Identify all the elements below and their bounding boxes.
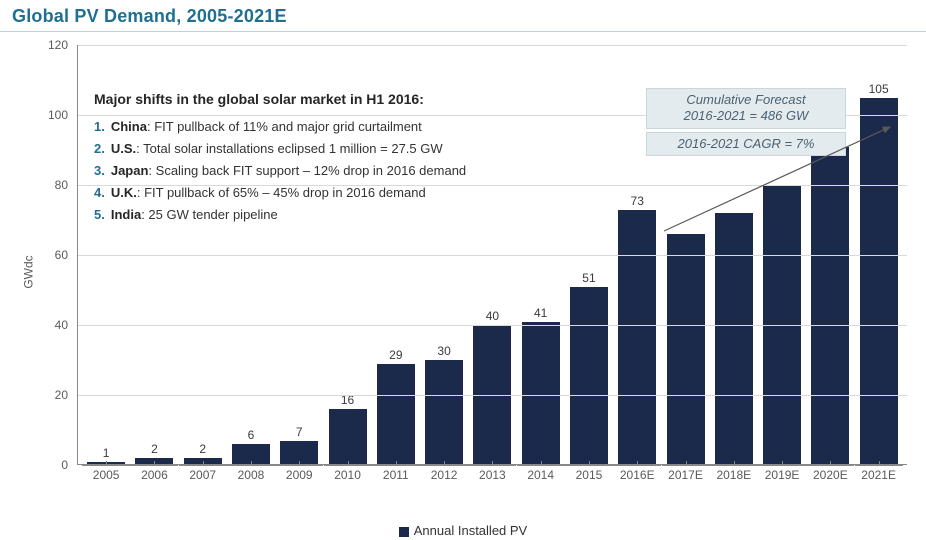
bar-value-label: 6 — [248, 428, 255, 442]
annotation-item: 5. India: 25 GW tender pipeline — [94, 205, 594, 225]
callout-line: 2016-2021 = 486 GW — [684, 108, 809, 123]
bar-value-label: 2 — [151, 442, 158, 456]
bar-value-label: 41 — [534, 306, 547, 320]
legend-label: Annual Installed PV — [414, 523, 527, 538]
x-tick-label: 2010 — [324, 464, 372, 482]
bar — [811, 147, 849, 466]
y-tick-label: 20 — [55, 388, 68, 402]
x-tick-label: 2007 — [179, 464, 227, 482]
bar — [329, 409, 367, 465]
x-tick-label: 2017E — [662, 464, 710, 482]
x-tick-label: 2012 — [420, 464, 468, 482]
bar-value-label: 105 — [869, 82, 889, 96]
x-tick-label: 2008 — [227, 464, 275, 482]
x-tick-label: 2011 — [372, 464, 420, 482]
x-tick-label: 2006 — [130, 464, 178, 482]
bar-value-label: 73 — [631, 194, 644, 208]
annotation-text: : FIT pullback of 65% – 45% drop in 2016… — [137, 185, 426, 200]
bar — [570, 287, 608, 466]
annotation-number: 1. — [94, 119, 105, 134]
annotation-number: 5. — [94, 207, 105, 222]
annotation-number: 4. — [94, 185, 105, 200]
annotation-number: 2. — [94, 141, 105, 156]
grid-line — [78, 395, 907, 396]
bar — [860, 98, 898, 466]
legend: Annual Installed PV — [0, 523, 926, 538]
y-tick-label: 80 — [55, 178, 68, 192]
bar-value-label: 51 — [582, 271, 595, 285]
bar-value-label: 1 — [103, 446, 110, 460]
y-tick-label: 40 — [55, 318, 68, 332]
annotation-country: U.S. — [111, 141, 136, 156]
y-tick-label: 60 — [55, 248, 68, 262]
annotation-country: China — [111, 119, 147, 134]
y-tick-label: 100 — [48, 108, 68, 122]
legend-swatch — [399, 527, 409, 537]
annotation-text: : Total solar installations eclipsed 1 m… — [136, 141, 443, 156]
x-tick-label: 2016E — [613, 464, 661, 482]
x-tick-label: 2019E — [758, 464, 806, 482]
chart-title: Global PV Demand, 2005-2021E — [0, 0, 926, 32]
bar-value-label: 30 — [437, 344, 450, 358]
bar — [667, 234, 705, 465]
callout-line: Cumulative Forecast — [686, 92, 805, 107]
annotation-box: Major shifts in the global solar market … — [94, 89, 594, 227]
annotation-country: U.K. — [111, 185, 137, 200]
bar-value-label: 7 — [296, 425, 303, 439]
x-tick-label: 2018E — [710, 464, 758, 482]
x-tick-label: 2015 — [565, 464, 613, 482]
annotation-item: 1. China: FIT pullback of 11% and major g… — [94, 117, 594, 137]
annotation-list: 1. China: FIT pullback of 11% and major g… — [94, 117, 594, 226]
x-tick-label: 2005 — [82, 464, 130, 482]
grid-line — [78, 325, 907, 326]
annotation-text: : 25 GW tender pipeline — [141, 207, 278, 222]
x-tick-label: 2013 — [468, 464, 516, 482]
annotation-text: : Scaling back FIT support – 12% drop in… — [148, 163, 466, 178]
annotation-item: 2. U.S.: Total solar installations eclips… — [94, 139, 594, 159]
grid-line — [78, 255, 907, 256]
grid-line — [78, 45, 907, 46]
x-tick-label: 2009 — [275, 464, 323, 482]
annotation-item: 3. Japan: Scaling back FIT support – 12% … — [94, 161, 594, 181]
x-tick-label: 2014 — [517, 464, 565, 482]
bar — [522, 322, 560, 466]
annotation-number: 3. — [94, 163, 105, 178]
annotation-country: Japan — [111, 163, 149, 178]
y-axis: 0 20 40 60 80 100 120 — [22, 35, 72, 475]
bar-value-label: 40 — [486, 309, 499, 323]
bar — [377, 364, 415, 466]
callout-cumulative-forecast: Cumulative Forecast 2016-2021 = 486 GW — [646, 88, 846, 129]
callout-cagr: 2016-2021 CAGR = 7% — [646, 132, 846, 156]
bar — [618, 210, 656, 466]
annotation-country: India — [111, 207, 141, 222]
y-tick-label: 0 — [61, 458, 68, 472]
y-tick-label: 120 — [48, 38, 68, 52]
bar — [715, 213, 753, 465]
x-tick-label: 2021E — [855, 464, 903, 482]
annotation-heading: Major shifts in the global solar market … — [94, 89, 594, 111]
annotation-text: : FIT pullback of 11% and major grid cur… — [147, 119, 422, 134]
annotation-item: 4. U.K.: FIT pullback of 65% – 45% drop i… — [94, 183, 594, 203]
chart-container: GWdc 020406080100120 1200522006220076200… — [22, 35, 912, 500]
x-tick-label: 2020E — [806, 464, 854, 482]
bar-value-label: 29 — [389, 348, 402, 362]
bar-value-label: 2 — [199, 442, 206, 456]
bar — [425, 360, 463, 465]
callout-line: 2016-2021 CAGR = 7% — [678, 136, 815, 151]
